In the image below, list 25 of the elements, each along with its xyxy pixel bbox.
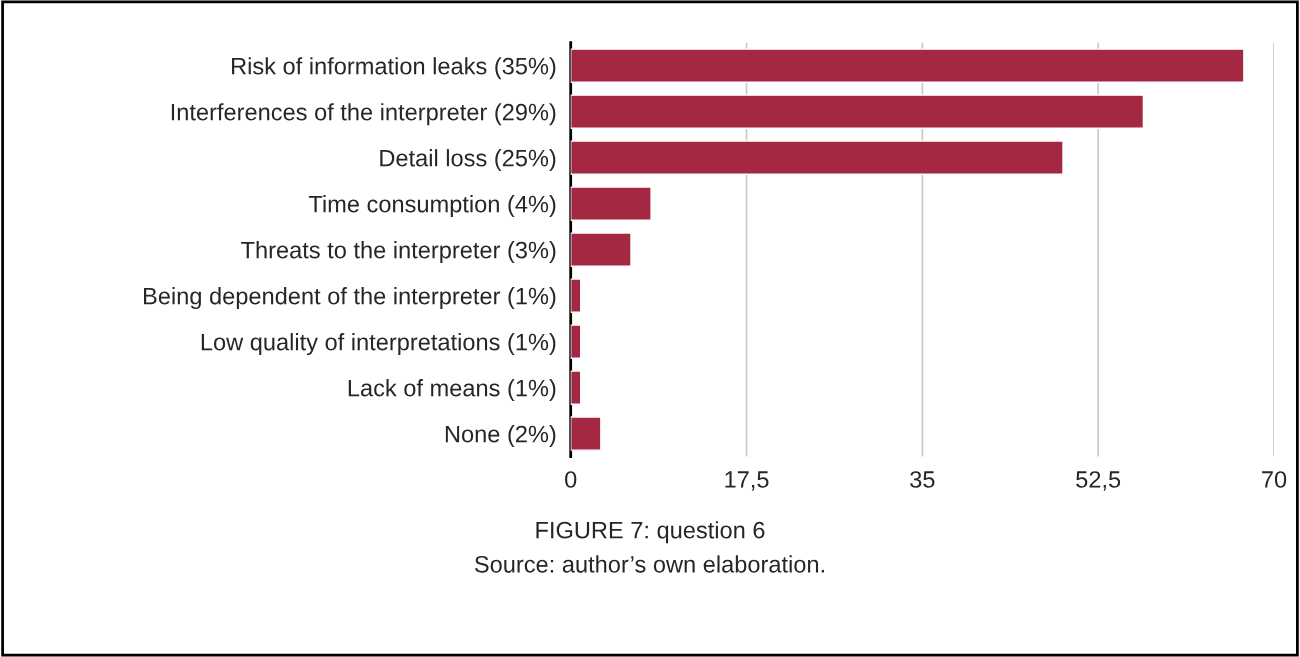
x-tick-label: 17,5 <box>725 471 769 491</box>
bar <box>570 140 1064 175</box>
y-tick-label: Being dependent of the interpreter (1%) <box>144 287 556 310</box>
y-tick-label: Threats to the interpreter (3%) <box>241 241 556 264</box>
y-tick-label: Time consumption (4%) <box>308 195 556 218</box>
bar <box>570 48 1245 83</box>
caption: FIGURE 7: question 6 <box>536 521 765 544</box>
y-tick-label: Interferences of the interpreter (29%) <box>171 103 556 126</box>
x-tick-label: 0 <box>565 471 577 488</box>
x-tick-label: 35 <box>910 471 935 488</box>
bar <box>570 94 1145 129</box>
bar <box>570 324 582 359</box>
y-tick-label: Low quality of interpretations (1%) <box>201 333 556 356</box>
bar <box>570 278 582 313</box>
bar <box>570 186 652 221</box>
bar <box>570 416 602 451</box>
bar <box>570 370 582 405</box>
y-tick-label: Lack of means (1%) <box>348 379 556 402</box>
y-tick-label: Risk of information leaks (35%) <box>232 57 556 80</box>
y-tick-label: Detail loss (25%) <box>380 149 556 172</box>
bar <box>570 232 632 267</box>
x-tick-label: 70 <box>1262 471 1287 488</box>
y-tick-label: None (2%) <box>445 425 556 448</box>
source-note: Source: author’s own elaboration. <box>474 555 824 573</box>
x-tick-label: 52,5 <box>1076 471 1121 491</box>
